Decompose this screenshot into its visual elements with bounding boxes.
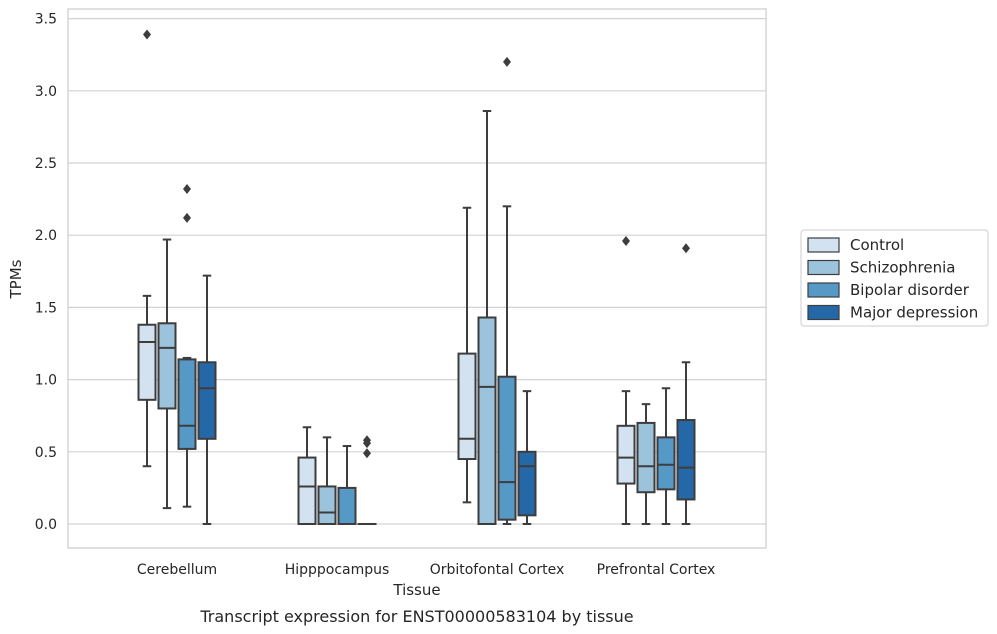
legend-frame (800, 229, 989, 327)
outlier-point (682, 243, 690, 254)
y-tick-label: 1.5 (35, 300, 57, 316)
box-bipolar-disorder (177, 183, 197, 508)
figure-caption: Transcript expression for ENST0000058310… (199, 607, 633, 626)
y-tick-label: 2.0 (35, 228, 57, 244)
box-control (457, 206, 477, 504)
x-tick-label: Cerebellum (137, 562, 217, 578)
outlier-point (183, 212, 191, 223)
box-major-depression (517, 390, 537, 525)
legend-swatch (807, 282, 840, 298)
x-tick-label: Prefrontal Cortex (597, 562, 716, 578)
box-body (497, 375, 517, 521)
x-axis-label: Tissue (392, 581, 440, 599)
y-tick-label: 1.0 (35, 373, 57, 389)
legend-swatch (807, 259, 840, 276)
y-tick-label: 0.0 (35, 517, 57, 533)
outlier-point (622, 235, 630, 246)
box-control (616, 235, 636, 525)
box-bipolar-disorder (337, 445, 357, 525)
legend-label: Bipolar disorder (850, 281, 970, 299)
box-body (337, 486, 357, 525)
box-control (297, 426, 317, 525)
legend-items: Control Schizophrenia Bipolar disorder Majo… (807, 236, 978, 322)
outlier-point (503, 56, 511, 67)
y-tick-label: 0.5 (35, 445, 57, 461)
legend-swatch (807, 304, 840, 321)
box-schizophrenia (317, 436, 337, 525)
legend-label: Control (850, 236, 904, 254)
y-tick-labels: 0.0 0.5 1.0 1.5 2.0 2.5 3.0 3.5 (35, 12, 57, 533)
y-tick-label: 3.0 (35, 84, 57, 100)
x-tick-label: Orbitofontal Cortex (430, 562, 565, 578)
box-body (517, 450, 537, 517)
outlier-point (143, 29, 151, 40)
box-body (457, 352, 477, 461)
box-body (317, 485, 337, 525)
box-major-depression (357, 435, 377, 526)
box-schizophrenia (157, 238, 177, 510)
box-major-depression (676, 243, 696, 525)
legend-label: Schizophrenia (850, 259, 955, 277)
box-schizophrenia (477, 110, 497, 525)
box-body (297, 456, 317, 525)
box-body (477, 316, 497, 525)
box-bipolar-disorder (497, 56, 517, 525)
box-body (177, 358, 197, 450)
box-body (636, 421, 656, 494)
y-tick-label: 3.5 (35, 12, 57, 28)
box-body (676, 419, 696, 501)
outlier-point (363, 448, 371, 459)
plot-boxes (137, 29, 696, 526)
box-body (616, 424, 636, 485)
box-schizophrenia (636, 403, 656, 525)
plot-frame (67, 8, 767, 549)
y-axis-label: TPMs (7, 259, 25, 299)
y-tick-label: 2.5 (35, 156, 57, 172)
legend-swatch (807, 237, 840, 253)
box-body (157, 322, 177, 410)
box-bipolar-disorder (656, 387, 676, 525)
box-body (197, 361, 217, 440)
box-body (656, 436, 676, 491)
box-major-depression (197, 274, 217, 525)
legend-label: Major depression (850, 304, 978, 322)
box-body (137, 323, 157, 401)
x-tick-label: Hipppocampus (285, 562, 390, 578)
x-tick-labels: Cerebellum Hipppocampus Orbitofontal Corte… (137, 562, 715, 578)
legend: Control Schizophrenia Bipolar disorder Majo… (800, 229, 989, 327)
box-control (137, 29, 157, 468)
outlier-point (363, 435, 371, 446)
outlier-point (183, 183, 191, 194)
